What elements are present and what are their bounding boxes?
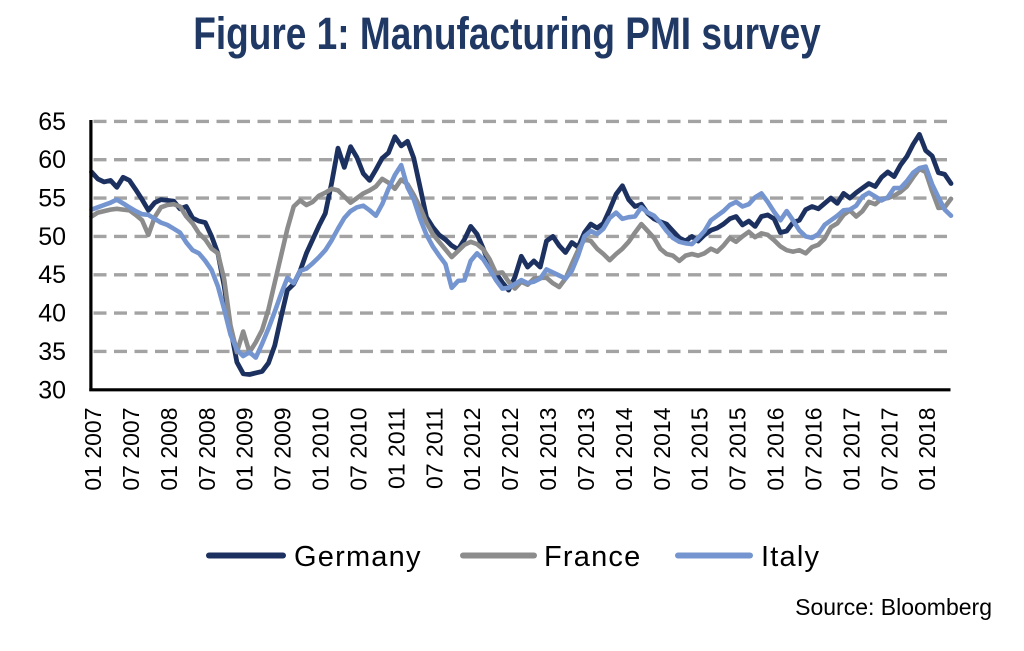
- svg-text:Source: Bloomberg: Source: Bloomberg: [795, 594, 992, 620]
- svg-text:01 2007: 01 2007: [80, 408, 106, 491]
- svg-text:01 2013: 01 2013: [535, 408, 561, 491]
- svg-text:01 2015: 01 2015: [687, 408, 713, 491]
- svg-text:07 2014: 07 2014: [649, 407, 675, 490]
- svg-text:40: 40: [38, 300, 66, 328]
- svg-text:01 2017: 01 2017: [838, 408, 864, 491]
- svg-text:01 2012: 01 2012: [459, 408, 485, 491]
- svg-text:Germany: Germany: [294, 541, 422, 573]
- svg-text:65: 65: [38, 108, 66, 136]
- svg-text:07 2015: 07 2015: [725, 408, 751, 491]
- svg-text:01 2018: 01 2018: [914, 408, 940, 491]
- svg-text:35: 35: [38, 338, 66, 366]
- svg-text:07 2012: 07 2012: [497, 408, 523, 491]
- svg-text:07 2010: 07 2010: [345, 408, 371, 491]
- svg-text:Italy: Italy: [761, 541, 820, 573]
- svg-text:01 2009: 01 2009: [232, 408, 258, 491]
- svg-text:50: 50: [38, 223, 66, 251]
- svg-text:Figure 1: Manufacturing PMI su: Figure 1: Manufacturing PMI survey: [193, 9, 821, 59]
- svg-text:07 2009: 07 2009: [270, 408, 296, 491]
- svg-text:01 2010: 01 2010: [308, 408, 334, 491]
- svg-text:01 2016: 01 2016: [763, 408, 789, 491]
- svg-text:07 2016: 07 2016: [801, 408, 827, 491]
- svg-text:60: 60: [38, 146, 66, 174]
- svg-text:07 2011: 07 2011: [421, 408, 447, 489]
- svg-text:30: 30: [38, 376, 66, 404]
- svg-text:07 2007: 07 2007: [118, 408, 144, 491]
- svg-text:55: 55: [38, 185, 66, 213]
- svg-text:01 2008: 01 2008: [156, 408, 182, 491]
- svg-text:01 2014: 01 2014: [611, 407, 637, 490]
- svg-text:07 2013: 07 2013: [573, 408, 599, 491]
- svg-text:01 2011: 01 2011: [383, 408, 409, 489]
- svg-text:France: France: [544, 541, 641, 573]
- svg-text:07 2017: 07 2017: [876, 408, 902, 491]
- svg-text:07 2008: 07 2008: [194, 408, 220, 491]
- svg-text:45: 45: [38, 261, 66, 289]
